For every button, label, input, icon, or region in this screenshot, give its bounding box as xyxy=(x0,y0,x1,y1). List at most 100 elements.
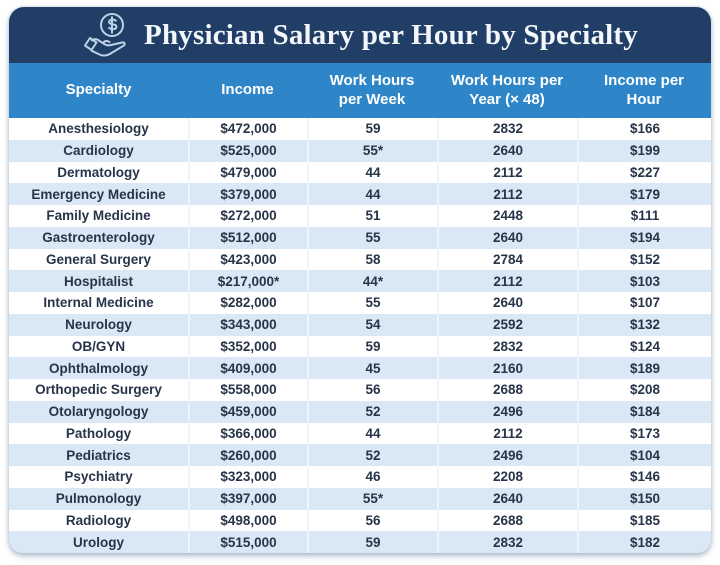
column-header-income-per-hour: Income per Hour xyxy=(577,63,711,118)
cell-work-hours-per-week: 44 xyxy=(307,161,437,184)
cell-specialty: Psychiatry xyxy=(9,466,188,488)
column-header-income: Income xyxy=(188,63,307,118)
table-row: General Surgery $423,000 58 2784 $152 xyxy=(9,248,711,271)
cell-work-hours-per-year: 2496 xyxy=(437,444,577,466)
cell-work-hours-per-week: 51 xyxy=(307,205,437,227)
table-row: Pathology $366,000 44 2112 $173 xyxy=(9,422,711,445)
cell-income: $498,000 xyxy=(188,509,307,532)
cell-income: $472,000 xyxy=(188,118,307,140)
cell-work-hours-per-year: 2112 xyxy=(437,270,577,292)
physician-salary-table: Specialty Income Work Hours per Week Wor… xyxy=(9,63,711,553)
cell-income: $282,000 xyxy=(188,292,307,314)
cell-income: $397,000 xyxy=(188,487,307,510)
cell-income-per-hour: $182 xyxy=(577,531,711,553)
table-row: Urology $515,000 59 2832 $182 xyxy=(9,531,711,553)
cell-income: $423,000 xyxy=(188,248,307,271)
cell-income: $479,000 xyxy=(188,161,307,184)
cell-work-hours-per-year: 2160 xyxy=(437,357,577,379)
cell-specialty: Internal Medicine xyxy=(9,292,188,314)
table-row: Otolaryngology $459,000 52 2496 $184 xyxy=(9,400,711,423)
cell-work-hours-per-week: 52 xyxy=(307,444,437,466)
cell-specialty: General Surgery xyxy=(9,248,188,271)
cell-income: $409,000 xyxy=(188,357,307,379)
cell-specialty: OB/GYN xyxy=(9,335,188,358)
table-row: Gastroenterology $512,000 55 2640 $194 xyxy=(9,226,711,249)
cell-income-per-hour: $124 xyxy=(577,335,711,358)
cell-work-hours-per-week: 59 xyxy=(307,118,437,140)
cell-income: $352,000 xyxy=(188,335,307,358)
cell-work-hours-per-week: 56 xyxy=(307,509,437,532)
cell-work-hours-per-week: 44* xyxy=(307,270,437,292)
cell-work-hours-per-year: 2112 xyxy=(437,161,577,184)
cell-income: $558,000 xyxy=(188,379,307,401)
cell-income: $260,000 xyxy=(188,444,307,466)
column-header-specialty: Specialty xyxy=(9,63,188,118)
cell-work-hours-per-week: 55 xyxy=(307,292,437,314)
cell-work-hours-per-year: 2496 xyxy=(437,400,577,423)
cell-income-per-hour: $208 xyxy=(577,379,711,401)
cell-work-hours-per-week: 59 xyxy=(307,531,437,553)
cell-work-hours-per-year: 2832 xyxy=(437,118,577,140)
table-row: Emergency Medicine $379,000 44 2112 $179 xyxy=(9,183,711,205)
cell-specialty: Orthopedic Surgery xyxy=(9,379,188,401)
cell-specialty: Neurology xyxy=(9,313,188,336)
table-row: Neurology $343,000 54 2592 $132 xyxy=(9,313,711,336)
cell-income-per-hour: $132 xyxy=(577,313,711,336)
page-title: Physician Salary per Hour by Specialty xyxy=(144,18,638,51)
title-bar: Physician Salary per Hour by Specialty xyxy=(9,7,711,63)
cell-income: $379,000 xyxy=(188,183,307,205)
table-row: Pediatrics $260,000 52 2496 $104 xyxy=(9,444,711,466)
cell-work-hours-per-year: 2112 xyxy=(437,183,577,205)
table-row: Family Medicine $272,000 51 2448 $111 xyxy=(9,205,711,227)
cell-specialty: Cardiology xyxy=(9,139,188,162)
cell-income-per-hour: $227 xyxy=(577,161,711,184)
column-header-work-hours-per-week: Work Hours per Week xyxy=(307,63,437,118)
table-row: Cardiology $525,000 55* 2640 $199 xyxy=(9,139,711,162)
table-row: Hospitalist $217,000* 44* 2112 $103 xyxy=(9,270,711,292)
cell-work-hours-per-week: 44 xyxy=(307,422,437,445)
cell-work-hours-per-year: 2592 xyxy=(437,313,577,336)
cell-work-hours-per-week: 52 xyxy=(307,400,437,423)
cell-specialty: Pulmonology xyxy=(9,487,188,510)
cell-income-per-hour: $194 xyxy=(577,226,711,249)
cell-income-per-hour: $184 xyxy=(577,400,711,423)
cell-income-per-hour: $189 xyxy=(577,357,711,379)
cell-work-hours-per-week: 55 xyxy=(307,226,437,249)
cell-income-per-hour: $185 xyxy=(577,509,711,532)
cell-work-hours-per-week: 54 xyxy=(307,313,437,336)
cell-income-per-hour: $150 xyxy=(577,487,711,510)
cell-work-hours-per-week: 55* xyxy=(307,139,437,162)
cell-income: $515,000 xyxy=(188,531,307,553)
cell-work-hours-per-year: 2784 xyxy=(437,248,577,271)
cell-work-hours-per-year: 2640 xyxy=(437,487,577,510)
cell-work-hours-per-week: 46 xyxy=(307,466,437,488)
cell-work-hours-per-week: 59 xyxy=(307,335,437,358)
table-body: Anesthesiology $472,000 59 2832 $166 Cardiolo… xyxy=(9,118,711,553)
cell-specialty: Radiology xyxy=(9,509,188,532)
cell-specialty: Ophthalmology xyxy=(9,357,188,379)
cell-specialty: Otolaryngology xyxy=(9,400,188,423)
cell-income: $343,000 xyxy=(188,313,307,336)
cell-income-per-hour: $179 xyxy=(577,183,711,205)
cell-work-hours-per-year: 2448 xyxy=(437,205,577,227)
cell-income-per-hour: $166 xyxy=(577,118,711,140)
cell-work-hours-per-year: 2688 xyxy=(437,379,577,401)
cell-income: $323,000 xyxy=(188,466,307,488)
cell-work-hours-per-year: 2208 xyxy=(437,466,577,488)
cell-work-hours-per-week: 45 xyxy=(307,357,437,379)
cell-specialty: Emergency Medicine xyxy=(9,183,188,205)
cell-income: $459,000 xyxy=(188,400,307,423)
cell-work-hours-per-week: 55* xyxy=(307,487,437,510)
table-row: Anesthesiology $472,000 59 2832 $166 xyxy=(9,118,711,140)
table-row: Radiology $498,000 56 2688 $185 xyxy=(9,509,711,532)
table-row: Dermatology $479,000 44 2112 $227 xyxy=(9,161,711,184)
cell-income-per-hour: $199 xyxy=(577,139,711,162)
cell-income: $366,000 xyxy=(188,422,307,445)
cell-work-hours-per-week: 44 xyxy=(307,183,437,205)
cell-income-per-hour: $107 xyxy=(577,292,711,314)
cell-work-hours-per-year: 2640 xyxy=(437,139,577,162)
table-header: Specialty Income Work Hours per Week Wor… xyxy=(9,63,711,118)
cell-specialty: Gastroenterology xyxy=(9,226,188,249)
cell-specialty: Pathology xyxy=(9,422,188,445)
